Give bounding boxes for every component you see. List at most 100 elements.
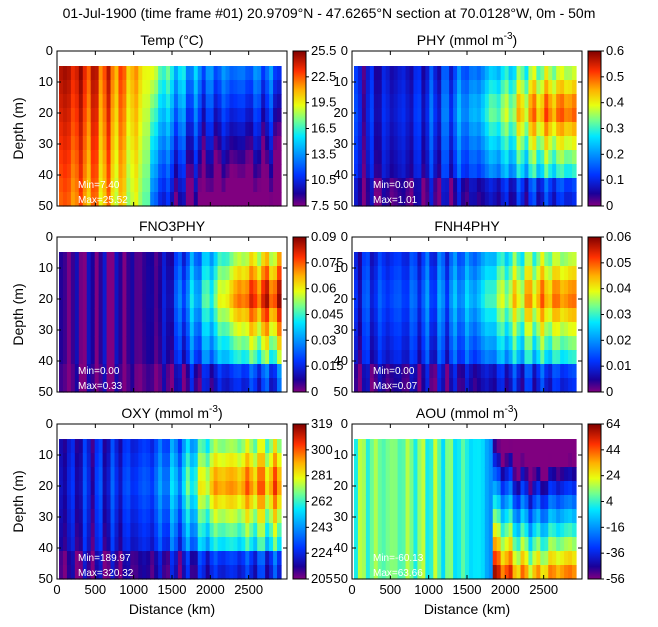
field-cell	[245, 467, 250, 482]
field-cell	[205, 322, 211, 337]
field-cell	[257, 364, 262, 379]
field-cell	[86, 294, 92, 309]
field-cell	[373, 192, 379, 207]
field-cell	[500, 164, 506, 179]
field-cell	[265, 294, 270, 309]
field-cell	[213, 94, 219, 109]
field-cell	[445, 523, 450, 538]
field-cell	[86, 523, 92, 538]
field-cell	[189, 439, 195, 454]
field-cell	[433, 350, 438, 365]
field-cell	[110, 308, 116, 323]
field-cell	[225, 537, 231, 552]
field-cell	[516, 66, 522, 81]
field-cell	[357, 80, 363, 95]
field-cell	[496, 136, 502, 151]
field-cell	[393, 523, 399, 538]
field-cell	[233, 80, 238, 95]
field-cell	[397, 178, 403, 193]
field-cell	[273, 336, 278, 351]
field-cell	[193, 150, 199, 165]
field-cell	[189, 350, 195, 365]
field-cell	[213, 80, 219, 95]
field-cell	[465, 136, 470, 151]
field-cell	[457, 495, 462, 510]
field-cell	[114, 308, 120, 323]
field-cell	[126, 266, 131, 281]
field-cell	[397, 509, 403, 524]
field-cell	[504, 94, 510, 109]
field-cell	[162, 378, 167, 393]
field-cell	[393, 164, 399, 179]
field-cell	[70, 308, 76, 323]
field-cell	[524, 150, 530, 165]
field-cell	[181, 108, 187, 123]
field-cell	[564, 178, 569, 193]
field-cell	[552, 467, 557, 482]
field-cell	[193, 294, 199, 309]
field-cell	[528, 164, 533, 179]
field-cell	[118, 252, 124, 267]
field-cell	[102, 481, 108, 496]
field-cell	[433, 178, 438, 193]
field-cell	[277, 453, 282, 468]
field-cell	[548, 136, 553, 151]
field-cell	[425, 80, 430, 95]
field-cell	[98, 565, 104, 580]
field-cell	[465, 551, 470, 566]
field-cell	[528, 336, 533, 351]
field-cell	[429, 108, 434, 123]
field-cell	[106, 509, 112, 524]
field-cell	[468, 164, 474, 179]
field-cell	[181, 336, 187, 351]
field-cell	[181, 266, 187, 281]
field-cell	[181, 122, 187, 137]
field-cell	[361, 280, 367, 295]
field-cell	[405, 94, 411, 109]
field-cell	[233, 150, 238, 165]
field-cell	[472, 537, 478, 552]
field-cell	[488, 523, 494, 538]
field-cell	[265, 150, 270, 165]
field-cell	[536, 322, 541, 337]
field-cell	[59, 453, 64, 468]
field-cell	[405, 350, 411, 365]
field-cell	[500, 336, 506, 351]
field-cell	[110, 66, 116, 81]
field-cell	[397, 308, 403, 323]
field-cell	[556, 280, 561, 295]
field-cell	[217, 537, 223, 552]
field-cell	[277, 350, 282, 365]
panel-title: OXY (mmol m-3)	[121, 404, 222, 421]
field-cell	[249, 537, 254, 552]
field-cell	[540, 122, 545, 137]
field-cell	[82, 136, 88, 151]
field-cell	[357, 481, 363, 496]
field-cell	[413, 565, 419, 580]
field-cell	[560, 364, 565, 379]
field-cell	[357, 336, 363, 351]
field-cell	[74, 523, 80, 538]
field-cell	[369, 509, 375, 524]
field-cell	[468, 294, 474, 309]
field-cell	[257, 523, 262, 538]
field-cell	[445, 150, 450, 165]
field-cell	[429, 322, 434, 337]
field-cell	[437, 150, 442, 165]
field-cell	[221, 509, 227, 524]
field-cell	[245, 322, 250, 337]
field-cell	[233, 523, 238, 538]
field-cell	[173, 252, 179, 267]
field-cell	[484, 565, 490, 580]
field-cell	[544, 108, 549, 123]
field-cell	[241, 192, 246, 207]
field-cell	[201, 565, 207, 580]
field-cell	[134, 439, 139, 454]
field-cell	[441, 453, 446, 468]
field-cell	[413, 136, 419, 151]
field-cell	[528, 481, 533, 496]
field-cell	[568, 178, 573, 193]
field-cell	[261, 467, 266, 482]
y-tick-label: 20	[39, 291, 53, 306]
field-cell	[381, 453, 387, 468]
